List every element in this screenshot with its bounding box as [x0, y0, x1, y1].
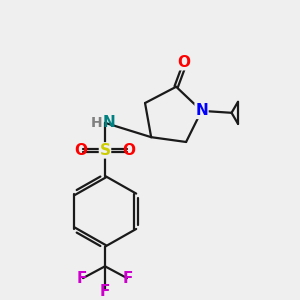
Text: F: F [77, 271, 87, 286]
Text: O: O [122, 143, 136, 158]
Text: F: F [123, 271, 133, 286]
Text: S: S [100, 143, 110, 158]
Text: O: O [74, 143, 88, 158]
Text: F: F [100, 284, 110, 299]
Text: H: H [91, 116, 103, 130]
Text: O: O [178, 55, 191, 70]
Text: N: N [103, 115, 116, 130]
Text: N: N [195, 103, 208, 118]
